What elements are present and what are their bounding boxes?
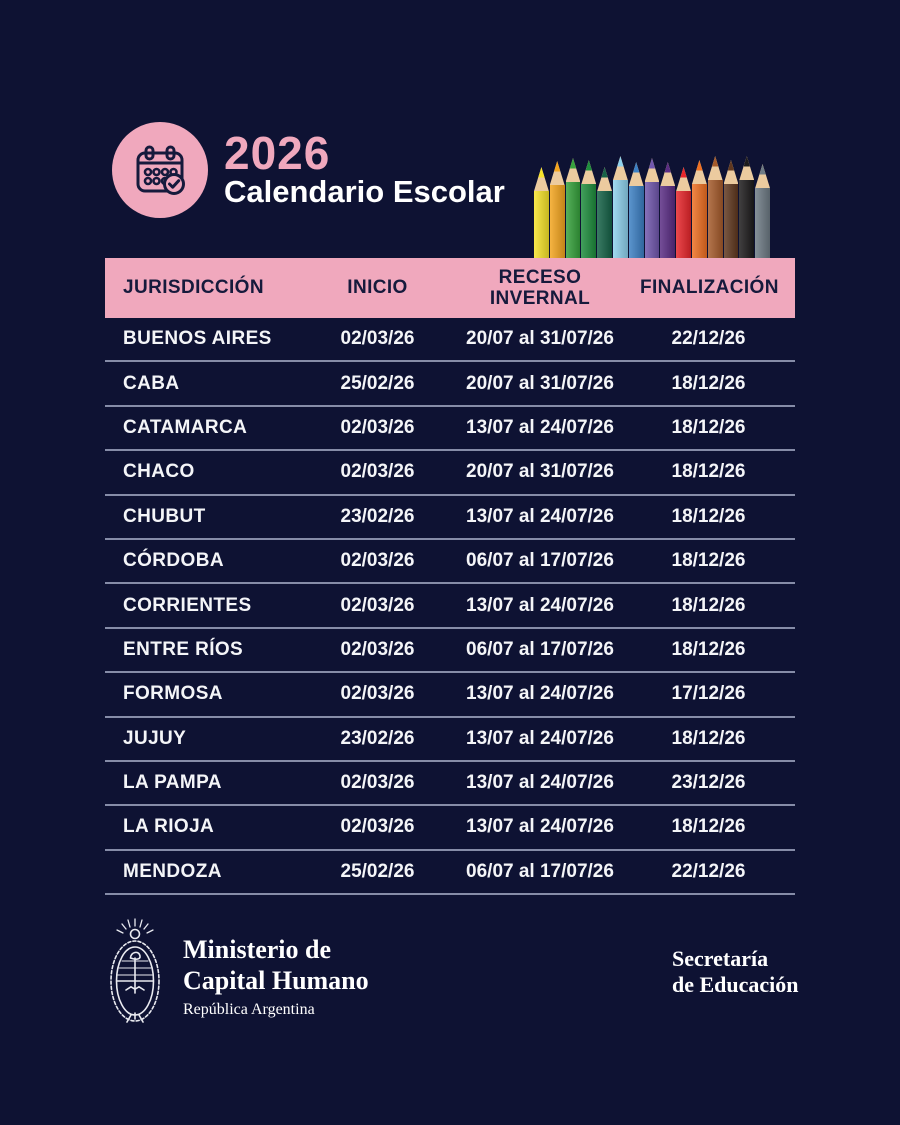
receso-cell: 13/07 al 24/07/26 [466,594,614,616]
column-header-finalizacion: FINALIZACIÓN [640,277,779,298]
receso-cell: 13/07 al 24/07/26 [466,505,614,527]
pencil [628,162,644,258]
column-header-receso-invernal: RECESO INVERNAL [489,267,591,309]
jurisdiction-cell: FORMOSA [123,683,223,705]
column-header-inicio: INICIO [347,277,408,298]
table-row: FORMOSA 02/03/26 13/07 al 24/07/26 17/12… [105,673,795,718]
table-row: CABA 25/02/26 20/07 al 31/07/26 18/12/26 [105,362,795,407]
inicio-cell: 02/03/26 [340,461,415,483]
colored-pencils-illustration [534,155,770,258]
table-body: BUENOS AIRES 02/03/26 20/07 al 31/07/26 … [105,318,795,896]
pencil [660,162,676,258]
table-row: LA PAMPA 02/03/26 13/07 al 24/07/26 23/1… [105,762,795,807]
table-row: MENDOZA 25/02/26 06/07 al 17/07/26 22/12… [105,851,795,896]
jurisdiction-cell: CÓRDOBA [123,550,224,572]
jurisdiction-cell: ENTRE RÍOS [123,638,244,660]
receso-cell: 20/07 al 31/07/26 [466,461,614,483]
column-header-jurisdiccion: JURISDICCIÓN [123,277,264,298]
country-label: República Argentina [183,1001,315,1018]
pencil [739,156,755,258]
ministry-name-line2: Capital Humano [183,966,369,995]
jurisdiction-cell: JUJUY [123,727,187,749]
receso-cell: 06/07 al 17/07/26 [466,860,614,882]
pencil [676,167,691,258]
pencil [755,164,770,258]
inicio-cell: 02/03/26 [340,550,415,572]
secretariat-line1: Secretaría [672,946,769,971]
finalizacion-cell: 23/12/26 [671,772,746,794]
inicio-cell: 02/03/26 [340,772,415,794]
table-row: ENTRE RÍOS 02/03/26 06/07 al 17/07/26 18… [105,629,795,674]
inicio-cell: 25/02/26 [340,372,415,394]
finalizacion-cell: 22/12/26 [671,860,746,882]
pencil [534,167,549,258]
pencil [565,158,581,258]
pencil [581,160,597,258]
pencil [723,160,739,258]
receso-cell: 13/07 al 24/07/26 [466,683,614,705]
inicio-cell: 02/03/26 [340,594,415,616]
finalizacion-cell: 18/12/26 [671,727,746,749]
table-header: JURISDICCIÓN INICIO RECESO INVERNAL FINA… [105,258,795,318]
finalizacion-cell: 22/12/26 [671,328,746,350]
receso-cell: 13/07 al 24/07/26 [466,772,614,794]
pencil [707,156,723,258]
jurisdiction-cell: CHUBUT [123,505,206,527]
jurisdiction-cell: CORRIENTES [123,594,252,616]
inicio-cell: 02/03/26 [340,416,415,438]
finalizacion-cell: 18/12/26 [671,461,746,483]
receso-cell: 20/07 al 31/07/26 [466,372,614,394]
finalizacion-cell: 18/12/26 [671,372,746,394]
pencil [644,158,660,258]
ministry-signature: Ministerio de Capital Humano República A… [183,934,369,1019]
jurisdiction-cell: BUENOS AIRES [123,328,272,350]
table-row: LA RIOJA 02/03/26 13/07 al 24/07/26 18/1… [105,806,795,851]
finalizacion-cell: 17/12/26 [671,683,746,705]
calendar-check-icon [112,122,208,218]
table-row: CHACO 02/03/26 20/07 al 31/07/26 18/12/2… [105,451,795,496]
finalizacion-cell: 18/12/26 [671,550,746,572]
finalizacion-cell: 18/12/26 [671,594,746,616]
secretariat-signature: Secretaría de Educación [672,946,799,998]
year-title: 2026 [224,127,331,179]
receso-cell: 13/07 al 24/07/26 [466,727,614,749]
receso-cell: 06/07 al 17/07/26 [466,638,614,660]
table-row: CÓRDOBA 02/03/26 06/07 al 17/07/26 18/12… [105,540,795,585]
jurisdiction-cell: LA RIOJA [123,816,215,838]
inicio-cell: 23/02/26 [340,505,415,527]
jurisdiction-cell: CABA [123,372,180,394]
finalizacion-cell: 18/12/26 [671,816,746,838]
jurisdiction-cell: CATAMARCA [123,416,248,438]
jurisdiction-cell: LA PAMPA [123,772,222,794]
table-row: BUENOS AIRES 02/03/26 20/07 al 31/07/26 … [105,318,795,363]
table-row: CORRIENTES 02/03/26 13/07 al 24/07/26 18… [105,584,795,629]
pencil [612,156,628,258]
pencil [549,161,565,258]
receso-cell: 13/07 al 24/07/26 [466,416,614,438]
pencil [691,160,707,258]
finalizacion-cell: 18/12/26 [671,416,746,438]
finalizacion-cell: 18/12/26 [671,505,746,527]
inicio-cell: 25/02/26 [340,860,415,882]
receso-cell: 06/07 al 17/07/26 [466,550,614,572]
pencil [597,167,612,258]
inicio-cell: 02/03/26 [340,683,415,705]
inicio-cell: 02/03/26 [340,638,415,660]
inicio-cell: 23/02/26 [340,727,415,749]
argentina-coat-of-arms [110,918,160,1023]
inicio-cell: 02/03/26 [340,816,415,838]
page-title: Calendario Escolar [224,174,505,209]
jurisdiction-cell: MENDOZA [123,860,222,882]
ministry-name-line1: Ministerio de [183,935,332,964]
table-row: CHUBUT 23/02/26 13/07 al 24/07/26 18/12/… [105,496,795,540]
receso-cell: 13/07 al 24/07/26 [466,816,614,838]
jurisdiction-cell: CHACO [123,461,195,483]
table-row: CATAMARCA 02/03/26 13/07 al 24/07/26 18/… [105,407,795,452]
table-row: JUJUY 23/02/26 13/07 al 24/07/26 18/12/2… [105,718,795,762]
receso-cell: 20/07 al 31/07/26 [466,328,614,350]
inicio-cell: 02/03/26 [340,328,415,350]
secretariat-line2: de Educación [672,972,799,997]
finalizacion-cell: 18/12/26 [671,638,746,660]
